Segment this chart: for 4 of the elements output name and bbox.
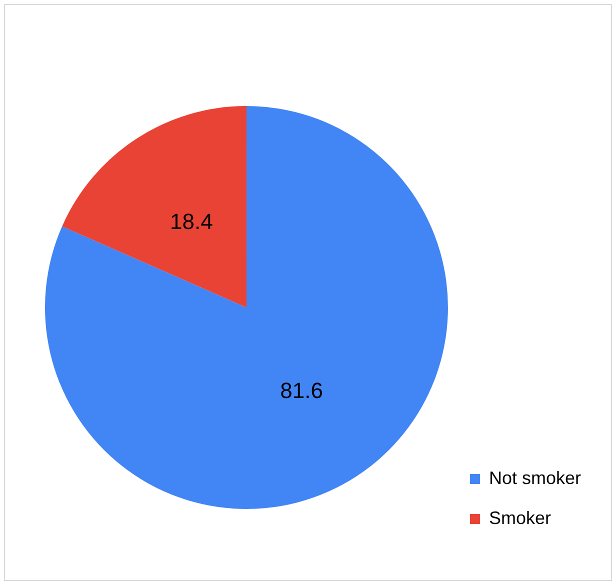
data-label: 81.6 <box>280 378 323 403</box>
legend-label: Not smoker <box>488 468 582 488</box>
data-label: 18.4 <box>170 209 213 234</box>
legend-label: Smoker <box>488 508 551 528</box>
